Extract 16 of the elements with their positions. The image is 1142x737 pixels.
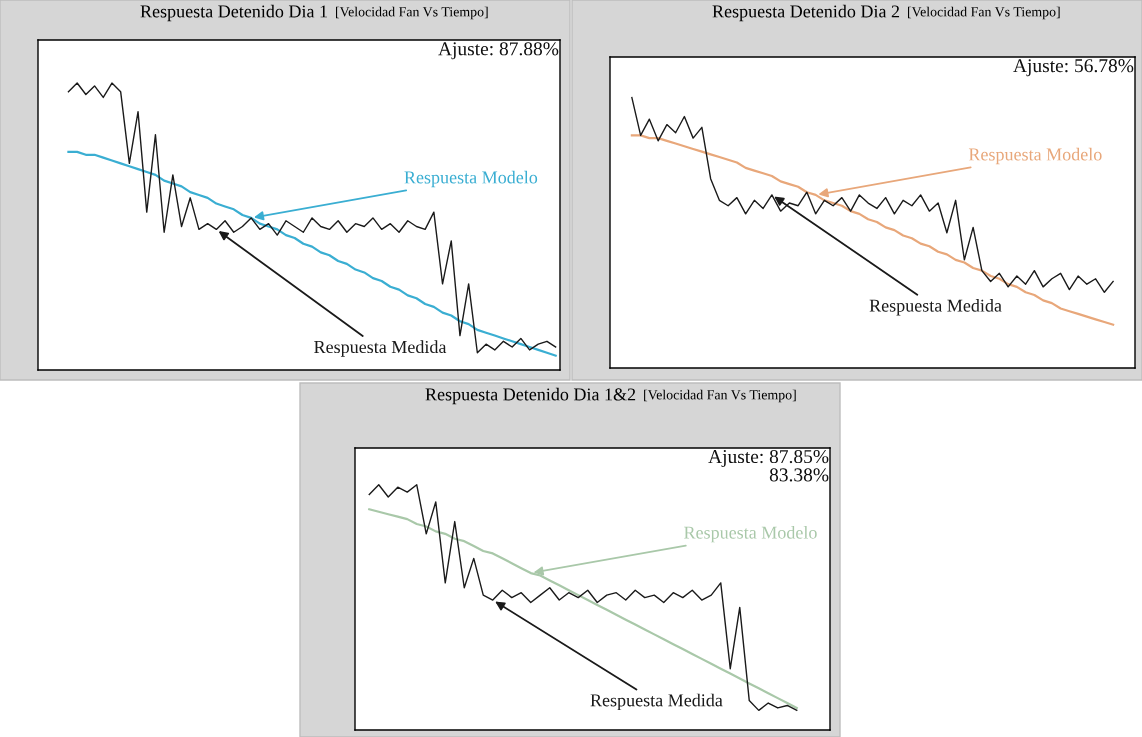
chart-title: Respuesta Detenido Dia 2 <box>712 4 900 22</box>
series-label: Respuesta Medida <box>590 693 723 711</box>
chart-subtitle: [Velocidad Fan Vs Tiempo] <box>908 6 1060 20</box>
chart-title: Respuesta Detenido Dia 1&2 <box>425 387 636 405</box>
text: Ajuste: 87.85% <box>708 449 829 468</box>
chart-subtitle: [Velocidad Fan Vs Tiempo] <box>644 389 796 403</box>
chart-title: Respuesta Detenido Dia 1 <box>140 4 327 22</box>
series-label: Respuesta Medida <box>314 340 447 357</box>
text: 83.38% <box>769 468 829 482</box>
text: Ajuste: 56.78% <box>1013 59 1134 77</box>
text: Respuesta Modelo <box>404 170 538 188</box>
chart-subtitle: [Velocidad Fan Vs Tiempo] <box>336 6 488 20</box>
series-label: Respuesta Medida <box>869 299 1002 316</box>
text: Respuesta Modelo <box>684 525 817 543</box>
text: Ajuste: 87.88% <box>438 42 559 60</box>
text: Respuesta Modelo <box>968 147 1102 165</box>
